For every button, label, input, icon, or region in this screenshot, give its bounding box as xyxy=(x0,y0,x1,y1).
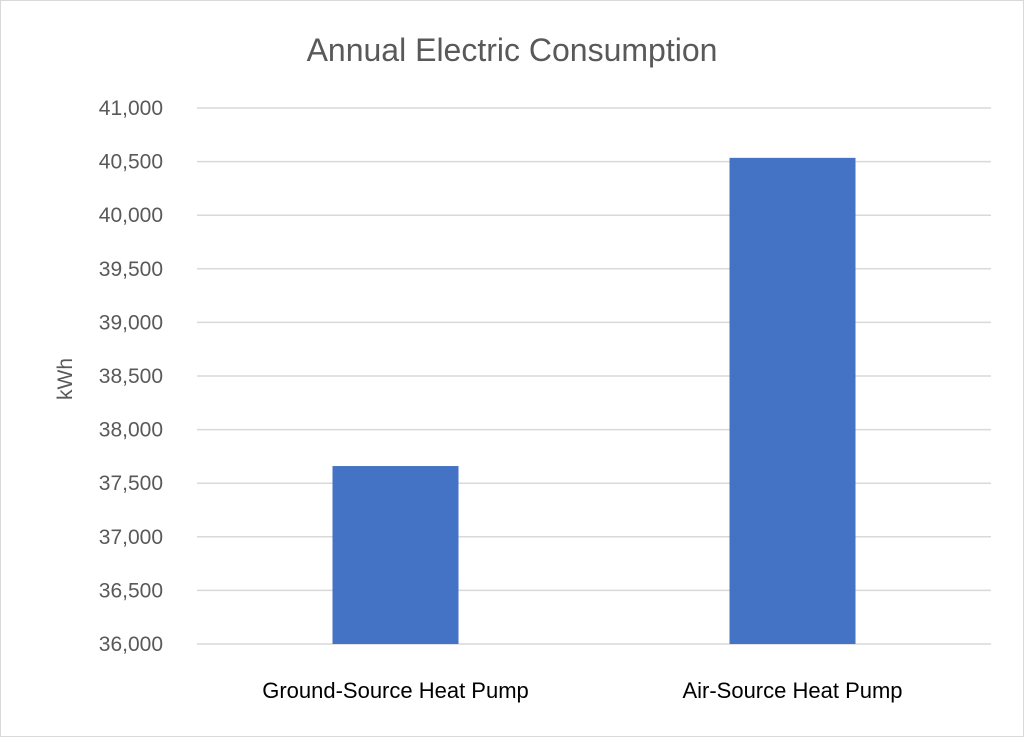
x-category-label: Ground-Source Heat Pump xyxy=(262,678,529,703)
y-tick-label: 39,500 xyxy=(99,258,163,281)
bar xyxy=(729,157,856,644)
y-tick-label: 37,000 xyxy=(99,526,163,549)
y-axis-ticks: 36,000 36,500 37,000 37,500 38,000 38,500 39,0… xyxy=(99,97,163,656)
y-tick-label: 38,000 xyxy=(99,419,163,442)
y-axis-title: kWh xyxy=(54,358,77,400)
y-tick-label: 36,000 xyxy=(99,633,163,656)
y-tick-label: 40,500 xyxy=(99,151,163,174)
y-tick-label: 36,500 xyxy=(99,579,163,602)
x-axis-categories: Ground-Source Heat Pump Air-Source Heat P… xyxy=(262,678,902,703)
y-tick-label: 39,000 xyxy=(99,311,163,334)
gridlines xyxy=(197,107,991,645)
chart-title: Annual Electric Consumption xyxy=(307,32,718,68)
bars xyxy=(332,157,856,644)
x-category-label: Air-Source Heat Pump xyxy=(682,678,902,703)
y-tick-label: 38,500 xyxy=(99,365,163,388)
y-tick-label: 37,500 xyxy=(99,472,163,495)
y-tick-label: 41,000 xyxy=(99,97,163,120)
bar xyxy=(332,466,459,644)
y-tick-label: 40,000 xyxy=(99,204,163,227)
